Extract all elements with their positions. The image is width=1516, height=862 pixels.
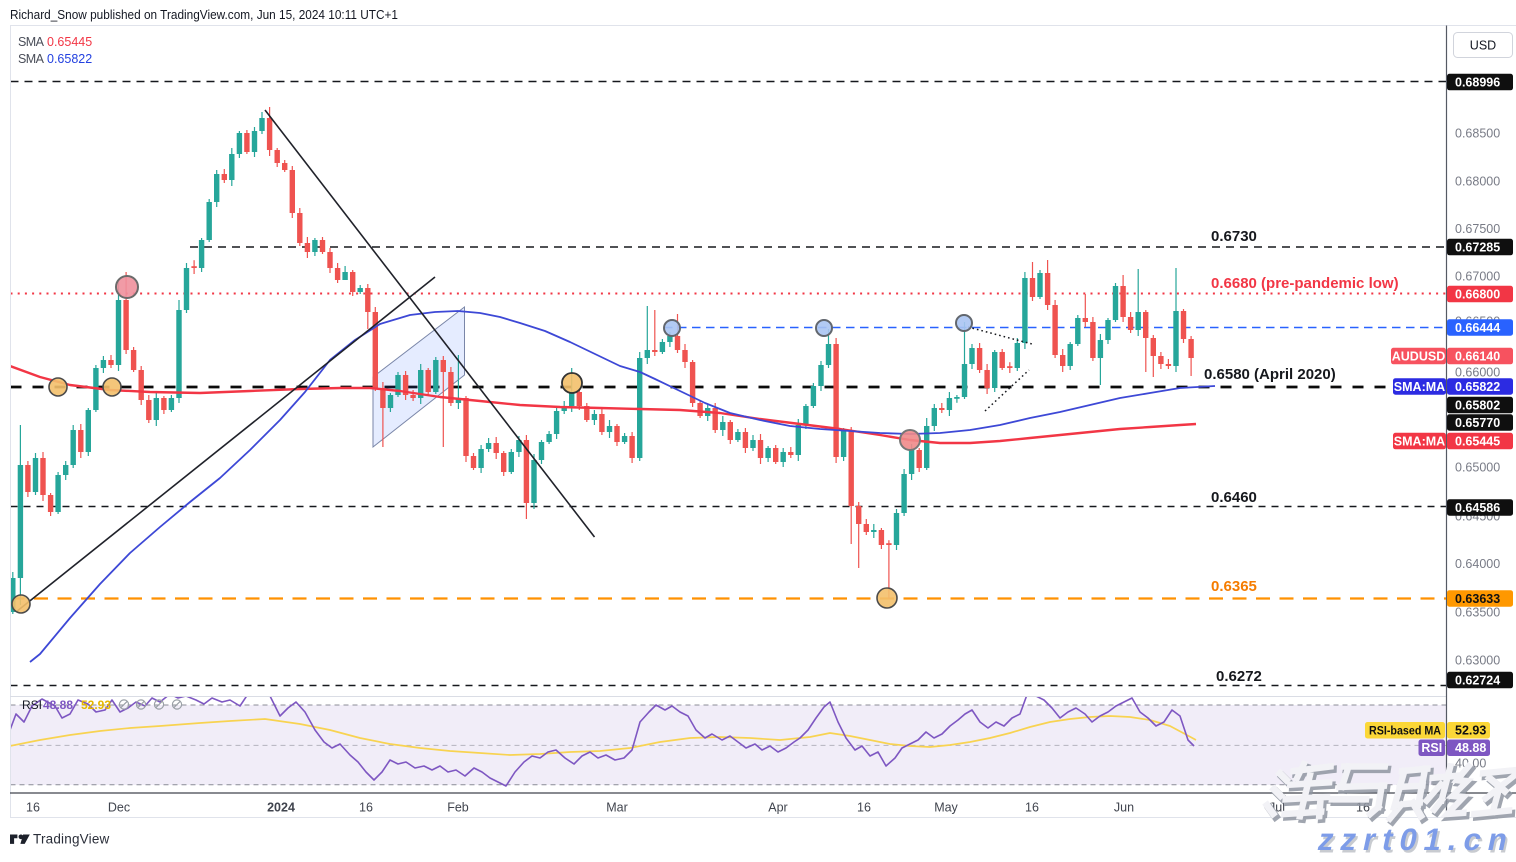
- svg-text:0.6272: 0.6272: [1216, 668, 1262, 685]
- svg-text:16: 16: [359, 801, 373, 815]
- svg-text:0.65822: 0.65822: [1455, 380, 1500, 394]
- svg-text:AUDUSD: AUDUSD: [1392, 349, 1445, 363]
- svg-text:52.93: 52.93: [1455, 724, 1486, 738]
- svg-text:48.88: 48.88: [1455, 741, 1486, 755]
- svg-text:TradingView: TradingView: [33, 832, 110, 847]
- svg-text:0.68996: 0.68996: [1455, 75, 1500, 89]
- svg-text:0.65445: 0.65445: [47, 35, 92, 49]
- svg-text:0.65802: 0.65802: [1455, 398, 1500, 412]
- svg-text:16: 16: [857, 801, 871, 815]
- svg-text:0.64000: 0.64000: [1455, 557, 1500, 571]
- svg-text:0.66140: 0.66140: [1455, 349, 1500, 363]
- svg-text:0.68500: 0.68500: [1455, 126, 1500, 140]
- svg-text:16: 16: [1025, 801, 1039, 815]
- svg-text:Mar: Mar: [606, 801, 628, 815]
- svg-text:0.6580 (April 2020): 0.6580 (April 2020): [1204, 366, 1336, 383]
- svg-text:0.63000: 0.63000: [1455, 653, 1500, 667]
- svg-text:SMA:MA: SMA:MA: [1394, 380, 1445, 394]
- svg-text:RSI: RSI: [22, 698, 42, 712]
- svg-text:0.6365: 0.6365: [1211, 578, 1257, 595]
- svg-text:Feb: Feb: [447, 801, 469, 815]
- svg-text:Dec: Dec: [108, 801, 130, 815]
- svg-text:0.65445: 0.65445: [1455, 434, 1500, 448]
- svg-text:SMA: SMA: [18, 52, 45, 66]
- svg-text:0.66000: 0.66000: [1455, 365, 1500, 379]
- svg-text:0.65822: 0.65822: [47, 52, 92, 66]
- svg-text:0.65770: 0.65770: [1455, 416, 1500, 430]
- svg-text:Jun: Jun: [1114, 801, 1134, 815]
- svg-text:0.6680 (pre-pandemic low): 0.6680 (pre-pandemic low): [1211, 275, 1399, 292]
- svg-text:SMA:MA: SMA:MA: [1394, 434, 1445, 448]
- svg-text:48.88: 48.88: [43, 698, 73, 712]
- svg-text:0.6730: 0.6730: [1211, 228, 1257, 245]
- svg-text:0.62724: 0.62724: [1455, 673, 1500, 687]
- svg-text:0.68000: 0.68000: [1455, 174, 1500, 188]
- svg-text:0.66800: 0.66800: [1455, 287, 1500, 301]
- svg-text:0.67500: 0.67500: [1455, 222, 1500, 236]
- svg-text:0.65000: 0.65000: [1455, 460, 1500, 474]
- svg-text:zzrt01.cn: zzrt01.cn: [1317, 825, 1516, 857]
- svg-text:0.6460: 0.6460: [1211, 489, 1257, 506]
- svg-text:0.67285: 0.67285: [1455, 240, 1500, 254]
- svg-text:RSI: RSI: [1421, 741, 1442, 755]
- svg-text:0.66444: 0.66444: [1455, 321, 1500, 335]
- svg-text:RSI-based MA: RSI-based MA: [1369, 724, 1441, 738]
- svg-text:SMA: SMA: [18, 35, 45, 49]
- svg-text:0.64586: 0.64586: [1455, 501, 1500, 515]
- svg-text:Richard_Snow published on Trad: Richard_Snow published on TradingView.co…: [10, 7, 398, 22]
- svg-text:2024: 2024: [267, 801, 295, 815]
- svg-text:Apr: Apr: [768, 801, 787, 815]
- svg-text:May: May: [934, 801, 958, 815]
- svg-text:52.93: 52.93: [81, 698, 111, 712]
- svg-text:USD: USD: [1470, 39, 1496, 53]
- svg-text:0.63500: 0.63500: [1455, 605, 1500, 619]
- svg-text:16: 16: [26, 801, 40, 815]
- svg-text:zzrt01.cn: zzrt01.cn: [1315, 822, 1516, 857]
- svg-text:0.67000: 0.67000: [1455, 269, 1500, 283]
- svg-text:0.63633: 0.63633: [1455, 592, 1500, 606]
- svg-text:40.00: 40.00: [1455, 756, 1486, 770]
